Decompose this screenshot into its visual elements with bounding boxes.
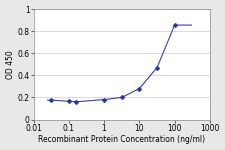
X-axis label: Recombinant Protein Concentration (ng/ml): Recombinant Protein Concentration (ng/ml…	[38, 135, 205, 144]
Y-axis label: OD 450: OD 450	[6, 50, 15, 79]
